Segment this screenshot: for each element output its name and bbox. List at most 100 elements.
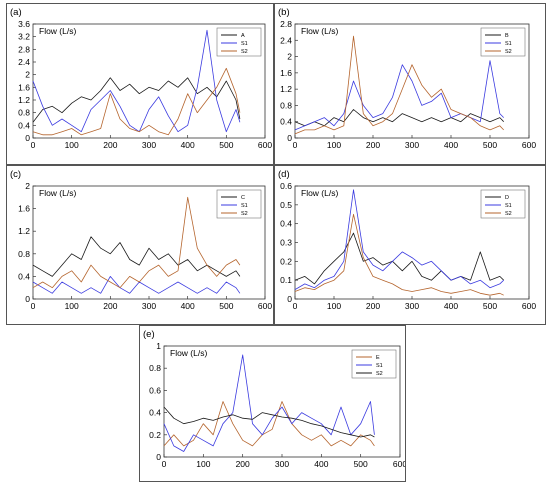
y-tick-label: 1.6 (18, 82, 30, 92)
legend-label: S2 (505, 211, 512, 217)
y-tick-label: 0.4 (149, 408, 161, 418)
legend-label: C (241, 195, 245, 201)
legend-label: S1 (505, 41, 512, 47)
series-line-e (163, 401, 375, 447)
x-tick-label: 0 (293, 301, 298, 311)
chart-svg: (b) 0 100 200 300 400 500 600 0 0.4 0.8 1.2 1.6 2 2.4 2… (278, 7, 536, 150)
x-tick-label: 400 (181, 301, 195, 311)
y-tick-label: 1.2 (18, 226, 30, 236)
legend-label: B (505, 33, 509, 39)
panel-e: (e) 0 100 200 300 400 500 600 0 0.2 0.4 0.6 0.8 1 Flow… (139, 325, 406, 482)
y-tick-label: 0.5 (280, 200, 292, 210)
y-axis-title: Flow (L/s) (39, 26, 76, 36)
x-tick-label: 300 (405, 140, 419, 150)
x-tick-label: 500 (219, 301, 233, 311)
legend-label: S1 (376, 363, 383, 369)
y-axis-title: Flow (L/s) (301, 26, 338, 36)
series-line-s1 (163, 354, 375, 452)
chart-svg: (d) 0 100 200 300 400 500 600 0 0.1 0.2 0.3 0.4 0.5 0.… (278, 169, 536, 311)
panel-label: (d) (278, 169, 290, 180)
y-tick-label: 0.4 (280, 219, 292, 229)
x-tick-label: 600 (522, 301, 536, 311)
y-tick-label: 1.2 (280, 84, 292, 94)
x-tick-label: 600 (393, 459, 405, 469)
legend-label: E (376, 355, 380, 361)
y-tick-label: 0.4 (18, 271, 30, 281)
y-tick-label: 0.8 (18, 249, 30, 259)
y-tick-label: 1.6 (18, 204, 30, 214)
chart-svg: (a)0 100 200 300 400 500 60000.40.81.21.622.42… (10, 7, 272, 150)
y-tick-label: 0 (287, 133, 292, 143)
legend-box (216, 27, 262, 57)
y-tick-label: 0.3 (280, 238, 292, 248)
panel-b: (b) 0 100 200 300 400 500 600 0 0.4 0.8 1.2 1.6 2 2.4 2… (274, 3, 546, 165)
y-tick-label: 0.6 (280, 181, 292, 191)
y-axis-title: Flow (L/s) (170, 348, 207, 358)
x-tick-label: 500 (483, 140, 497, 150)
series-line-b (294, 109, 504, 127)
x-tick-label: 400 (314, 459, 328, 469)
y-tick-label: 0.2 (280, 256, 292, 266)
x-tick-label: 200 (366, 301, 380, 311)
x-tick-label: 400 (444, 301, 458, 311)
legend-box (216, 189, 262, 219)
x-tick-label: 100 (327, 140, 341, 150)
series-line-a (32, 77, 241, 123)
legend-label: S2 (376, 371, 383, 377)
legend-label: S1 (241, 203, 248, 209)
series-line-s2 (163, 406, 375, 438)
series-line-s1 (294, 60, 504, 131)
y-tick-label: 0.1 (280, 275, 292, 285)
y-tick-label: 0 (25, 294, 30, 304)
x-tick-label: 400 (181, 140, 195, 150)
y-tick-label: 2.8 (280, 19, 292, 29)
x-tick-label: 600 (522, 140, 536, 150)
chart-svg: (c) 0 100 200 300 400 500 600 0 0.4 0.8 1.2 1.6 2 Flow… (10, 169, 272, 311)
panel-d: (d) 0 100 200 300 400 500 600 0 0.1 0.2 0.3 0.4 0.5 0.… (274, 165, 546, 325)
legend-box (480, 189, 526, 219)
y-tick-label: 0.4 (18, 120, 30, 130)
x-tick-label: 500 (219, 140, 233, 150)
y-tick-label: 0 (25, 133, 30, 143)
panel-a: (a) 0 100 200 300 400 500 600 0 0.4 0.8 1.2 1.6 2 2.4 2… (6, 3, 274, 165)
x-tick-label: 0 (31, 301, 36, 311)
x-tick-label: 0 (162, 459, 167, 469)
x-tick-label: 200 (366, 140, 380, 150)
panel-label: (c) (10, 169, 21, 180)
x-tick-label: 100 (65, 140, 79, 150)
panel-c: (c) 0 100 200 300 400 500 600 0 0.4 0.8 1.2 1.6 2 Flow… (6, 165, 274, 325)
series-line-c (32, 236, 241, 277)
x-tick-label: 400 (444, 140, 458, 150)
x-tick-label: 0 (293, 140, 298, 150)
y-tick-label: 2.8 (18, 44, 30, 54)
series-line-s2 (294, 35, 504, 135)
legend-label: D (505, 195, 509, 201)
y-tick-label: 0.8 (18, 108, 30, 118)
series-line-s1 (32, 276, 241, 294)
chart-svg: (e) 0 100 200 300 400 500 600 0 0.2 0.4 0.6 0.8 1 Flow… (143, 329, 405, 469)
x-tick-label: 200 (236, 459, 250, 469)
y-tick-label: 0.6 (149, 385, 161, 395)
y-tick-label: 0 (287, 294, 292, 304)
series-line-d (294, 232, 504, 285)
x-tick-label: 200 (103, 140, 117, 150)
series-line-s2 (32, 67, 241, 136)
x-tick-label: 500 (354, 459, 368, 469)
y-tick-label: 3.6 (18, 19, 30, 29)
x-tick-label: 300 (405, 301, 419, 311)
x-tick-label: 500 (483, 301, 497, 311)
x-tick-label: 300 (142, 301, 156, 311)
y-tick-label: 1.6 (280, 68, 292, 78)
y-tick-label: 1 (156, 341, 161, 351)
y-tick-label: 0.8 (280, 100, 292, 110)
legend-box (351, 349, 397, 379)
series-line-s2 (294, 213, 504, 296)
series-line-s1 (32, 29, 241, 133)
y-tick-label: 2 (287, 52, 292, 62)
legend-label: S2 (241, 211, 248, 217)
legend-label: S1 (241, 41, 248, 47)
legend-box (480, 27, 526, 57)
legend-label: S2 (505, 49, 512, 55)
legend-label: A (241, 33, 245, 39)
